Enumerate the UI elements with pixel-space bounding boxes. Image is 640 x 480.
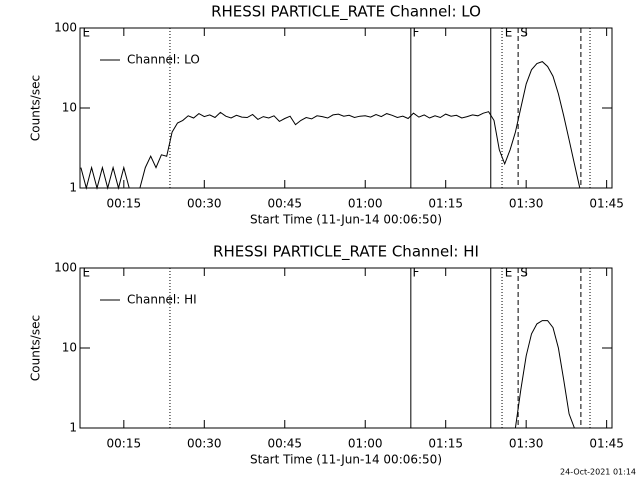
annotation: S	[520, 266, 528, 280]
x-tick-label: 01:30	[509, 437, 544, 451]
chart-title: RHESSI PARTICLE_RATE Channel: HI	[213, 243, 479, 262]
y-tick-label: 100	[54, 21, 77, 35]
legend-label: Channel: HI	[127, 293, 197, 307]
annotation: E	[505, 266, 513, 280]
x-tick-label: 01:45	[589, 437, 624, 451]
y-tick-label: 1	[69, 421, 77, 435]
y-tick-label: 1	[69, 181, 77, 195]
annotation: F	[412, 26, 419, 40]
x-axis-label: Start Time (11-Jun-14 00:06:50)	[250, 213, 442, 227]
annotation: E	[83, 26, 91, 40]
x-tick-label: 01:45	[589, 197, 624, 211]
annotation: S	[520, 26, 528, 40]
x-tick-label: 00:15	[107, 197, 142, 211]
y-axis-label: Counts/sec	[29, 315, 43, 381]
x-tick-label: 01:15	[428, 197, 463, 211]
x-tick-label: 00:45	[267, 197, 302, 211]
legend-label: Channel: LO	[127, 53, 200, 67]
x-tick-label: 01:30	[509, 197, 544, 211]
y-tick-label: 100	[54, 261, 77, 275]
x-tick-label: 00:45	[267, 437, 302, 451]
y-axis-label: Counts/sec	[29, 75, 43, 141]
series-line	[80, 61, 581, 190]
y-tick-label: 10	[62, 101, 77, 115]
x-tick-label: 00:15	[107, 437, 142, 451]
x-tick-label: 01:15	[428, 437, 463, 451]
x-tick-label: 00:30	[187, 437, 222, 451]
annotation: F	[412, 266, 419, 280]
x-tick-label: 01:00	[348, 437, 383, 451]
x-tick-label: 01:00	[348, 197, 383, 211]
chart-title: RHESSI PARTICLE_RATE Channel: LO	[211, 3, 481, 22]
annotation: E	[505, 26, 513, 40]
timestamp: 24-Oct-2021 01:14	[560, 468, 636, 477]
series-line	[514, 320, 575, 429]
x-tick-label: 00:30	[187, 197, 222, 211]
x-axis-label: Start Time (11-Jun-14 00:06:50)	[250, 453, 442, 467]
annotation: E	[83, 266, 91, 280]
y-tick-label: 10	[62, 341, 77, 355]
